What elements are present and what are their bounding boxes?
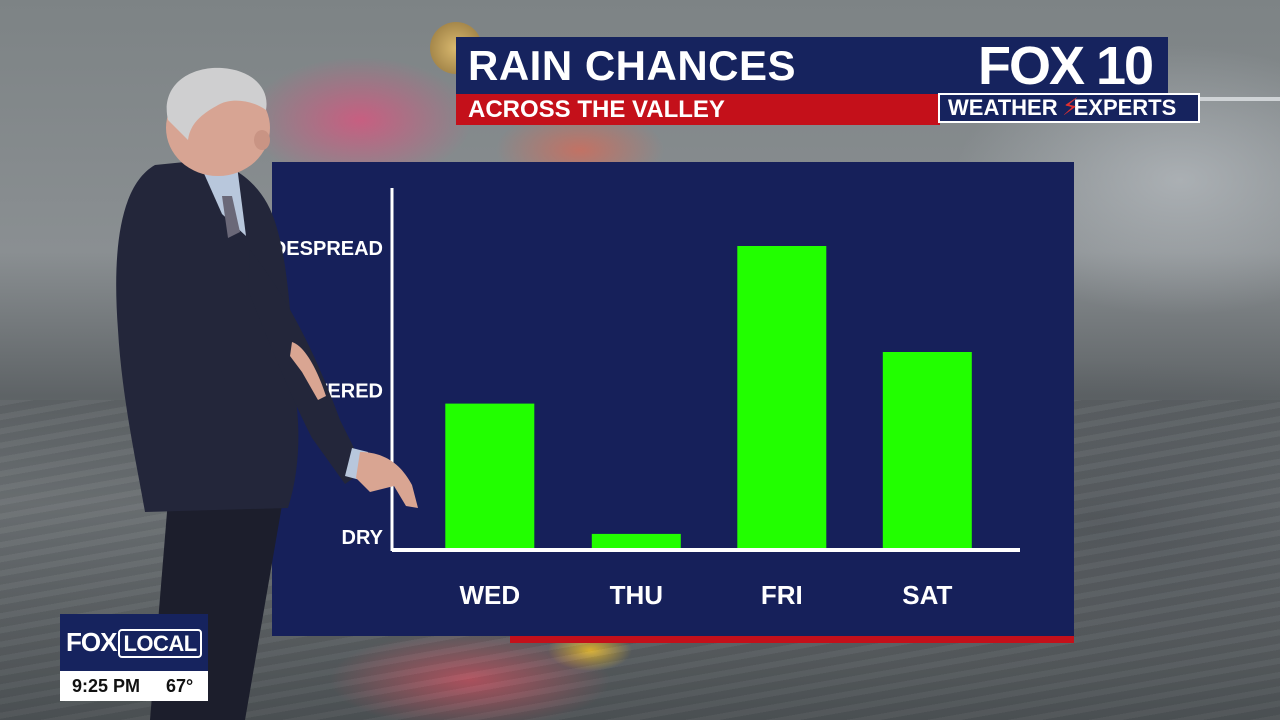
weather-experts-badge — [938, 93, 1200, 123]
fox-local-logo: FOX LOCAL — [66, 626, 202, 660]
time-temp-bar — [60, 671, 208, 701]
chart-title: RAIN CHANCES — [468, 42, 797, 89]
chart-subtitle: ACROSS THE VALLEY — [468, 96, 725, 123]
current-temperature: 67° — [166, 676, 194, 696]
x-tick-label: THU — [610, 580, 663, 610]
lightning-bolt-icon: ⚡ — [1062, 94, 1079, 121]
fox-local-fox: FOX — [66, 627, 117, 657]
bar-wed — [445, 403, 535, 548]
y-level-label: DRY — [342, 527, 384, 549]
bar-sat — [882, 352, 972, 548]
weather-badge-right: EXPERTS — [1073, 95, 1177, 120]
station-logo-box — [936, 37, 1168, 94]
clock-time: 9:25 PM — [72, 676, 141, 696]
fox-local-local: LOCAL — [118, 629, 202, 658]
badge-rule — [1200, 97, 1280, 101]
station-logo: FOX 10 — [978, 36, 1154, 96]
bar-thu — [591, 533, 681, 548]
weather-badge-left: WEATHER — [948, 95, 1058, 120]
x-tick-label: WED — [459, 580, 520, 610]
weather-experts-text: WEATHER EXPERTS — [948, 95, 1176, 121]
bar-fri — [737, 246, 827, 548]
title-banner — [456, 37, 936, 94]
x-tick-label: FRI — [761, 580, 803, 610]
panel-accent-strip — [510, 636, 1074, 643]
x-tick-label: SAT — [902, 580, 952, 610]
presenter-figure — [116, 67, 418, 720]
subtitle-banner — [456, 94, 940, 125]
fox-local-bug — [60, 614, 208, 671]
